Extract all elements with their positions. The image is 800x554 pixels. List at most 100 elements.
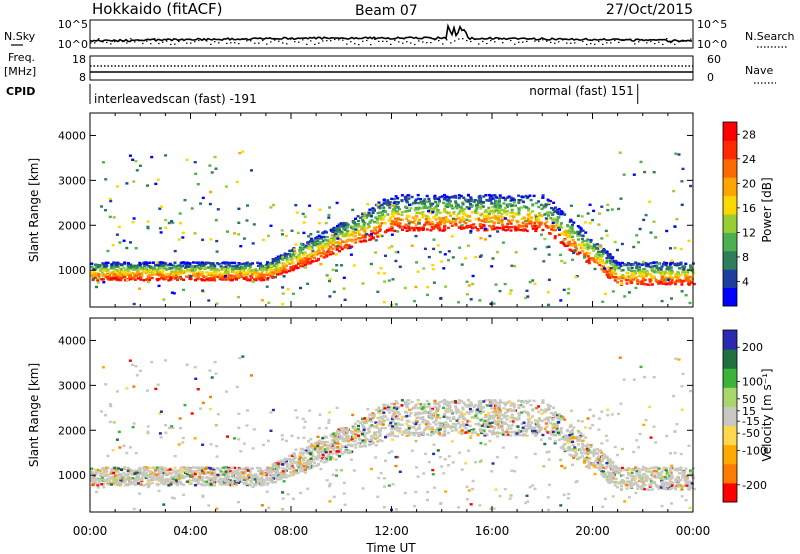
velocity-point bbox=[454, 401, 458, 404]
power-point bbox=[646, 263, 650, 267]
power-point bbox=[679, 247, 683, 251]
power-point bbox=[424, 217, 428, 221]
power-point bbox=[583, 253, 587, 256]
power-point bbox=[641, 276, 645, 279]
velocity-point bbox=[646, 488, 649, 491]
power-point bbox=[209, 238, 213, 241]
power-point bbox=[581, 229, 585, 232]
power-point bbox=[488, 224, 492, 228]
power-point bbox=[158, 263, 162, 266]
velocity-point bbox=[452, 417, 456, 420]
velocity-point bbox=[479, 405, 483, 408]
velocity-point bbox=[330, 446, 334, 450]
power-point bbox=[106, 274, 110, 277]
power-point bbox=[143, 262, 147, 265]
velocity-point bbox=[337, 428, 341, 431]
power-point bbox=[559, 226, 563, 229]
power-point bbox=[462, 220, 466, 223]
power-point bbox=[133, 278, 137, 281]
power-point bbox=[409, 203, 413, 206]
power-point bbox=[454, 202, 458, 205]
velocity-point bbox=[340, 452, 344, 456]
velocity-point bbox=[639, 479, 643, 482]
velocity-point bbox=[156, 473, 160, 476]
power-point bbox=[276, 260, 280, 263]
velocity-point bbox=[517, 399, 521, 402]
power-colorbar-tick: 28 bbox=[742, 128, 756, 141]
power-point bbox=[103, 265, 107, 268]
power-point bbox=[442, 267, 446, 270]
power-point bbox=[629, 280, 633, 284]
velocity-point bbox=[396, 422, 400, 425]
power-point bbox=[330, 234, 334, 237]
velocity-point bbox=[239, 476, 243, 479]
power-point bbox=[209, 272, 213, 275]
power-point bbox=[539, 221, 543, 224]
power-point bbox=[512, 201, 516, 204]
velocity-point bbox=[634, 481, 638, 484]
velocity-point bbox=[502, 414, 506, 417]
power-point bbox=[379, 267, 383, 270]
power-point bbox=[539, 223, 543, 226]
velocity-point bbox=[554, 411, 557, 414]
power-point bbox=[427, 255, 431, 259]
power-point bbox=[303, 257, 307, 260]
power-point bbox=[435, 210, 439, 214]
velocity-point bbox=[176, 483, 179, 487]
power-point bbox=[341, 240, 345, 243]
power-point bbox=[331, 227, 335, 230]
power-point bbox=[465, 225, 469, 228]
power-point bbox=[362, 223, 366, 226]
velocity-point bbox=[403, 415, 407, 418]
power-point bbox=[543, 204, 547, 207]
power-point bbox=[164, 272, 168, 276]
power-point bbox=[396, 230, 400, 233]
power-point bbox=[625, 279, 629, 282]
velocity-point bbox=[585, 447, 589, 450]
power-point bbox=[315, 242, 319, 246]
y-tick-label: 2000 bbox=[58, 219, 86, 232]
power-point bbox=[690, 281, 694, 284]
velocity-point bbox=[605, 478, 609, 482]
velocity-point bbox=[493, 409, 497, 412]
velocity-point bbox=[378, 433, 382, 436]
power-point bbox=[645, 269, 649, 273]
power-point bbox=[282, 266, 286, 270]
power-point bbox=[114, 269, 117, 273]
power-point bbox=[281, 303, 285, 306]
power-point bbox=[620, 242, 624, 246]
velocity-point bbox=[690, 482, 694, 485]
velocity-point bbox=[342, 426, 346, 430]
power-point bbox=[344, 222, 348, 225]
power-point bbox=[342, 276, 346, 279]
power-point bbox=[552, 228, 556, 232]
power-point bbox=[128, 276, 132, 279]
power-point bbox=[331, 240, 335, 243]
velocity-point bbox=[371, 412, 375, 415]
velocity-point bbox=[419, 405, 423, 409]
velocity-point bbox=[403, 431, 407, 435]
velocity-point bbox=[488, 422, 492, 425]
power-point bbox=[604, 229, 608, 233]
power-point bbox=[480, 225, 484, 228]
power-point bbox=[95, 285, 98, 289]
velocity-point bbox=[146, 483, 150, 486]
power-point bbox=[655, 271, 659, 274]
power-point bbox=[125, 246, 129, 250]
power-point bbox=[380, 203, 384, 207]
velocity-point bbox=[401, 433, 404, 436]
power-point bbox=[462, 218, 466, 221]
power-point bbox=[136, 270, 140, 274]
power-point bbox=[383, 202, 387, 205]
power-point bbox=[539, 214, 543, 217]
power-point bbox=[174, 272, 178, 276]
power-point bbox=[182, 288, 185, 292]
velocity-point bbox=[382, 411, 386, 414]
power-point bbox=[110, 276, 113, 279]
velocity-point bbox=[557, 420, 561, 424]
velocity-point bbox=[608, 458, 612, 461]
power-point bbox=[227, 261, 231, 265]
power-point bbox=[258, 268, 262, 271]
power-point bbox=[283, 256, 287, 259]
